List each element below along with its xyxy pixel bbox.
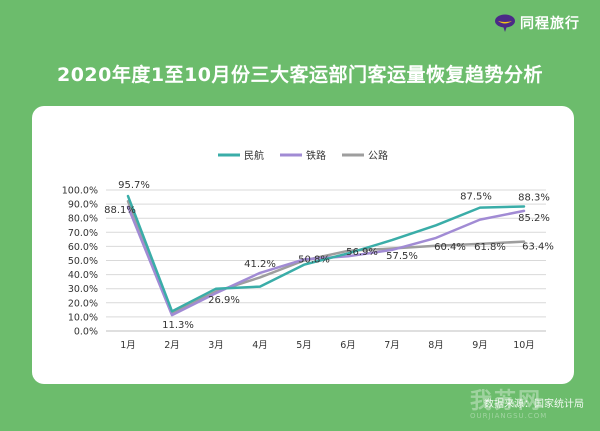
chart-card: 0.0% 10.0% 20.0% 30.0% 40.0% 50.0% 60.0% 70.0% 8… bbox=[32, 106, 574, 384]
y-tick-label: 70.0% bbox=[68, 228, 98, 239]
data-label: 61.8% bbox=[474, 242, 506, 253]
x-tick-label: 6月 bbox=[340, 340, 356, 351]
watermark-sub: OURJIANGSU.COM bbox=[470, 412, 548, 420]
y-tick-label: 40.0% bbox=[68, 270, 98, 281]
data-label: 60.4% bbox=[434, 242, 466, 253]
x-tick-label: 1月 bbox=[120, 340, 136, 351]
y-tick-label: 20.0% bbox=[68, 298, 98, 309]
y-tick-label: 100.0% bbox=[62, 186, 98, 197]
brand-logo-tail bbox=[503, 26, 507, 32]
brand-name: 同程旅行 bbox=[520, 16, 580, 32]
brand-logo-icon bbox=[495, 14, 515, 32]
series-line-3 bbox=[126, 200, 526, 315]
y-tick-label: 0.0% bbox=[74, 327, 98, 338]
x-tick-label: 4月 bbox=[252, 340, 268, 351]
x-tick-label: 8月 bbox=[428, 340, 444, 351]
x-tick-label: 2月 bbox=[164, 340, 180, 351]
data-source: 数据来源：国家统计局 bbox=[484, 399, 584, 410]
series-line-1 bbox=[126, 194, 526, 313]
data-label: 63.4% bbox=[522, 242, 554, 253]
brand-logo: 同程旅行 bbox=[494, 12, 580, 34]
y-tick-label: 80.0% bbox=[68, 214, 98, 225]
x-tick-label: 7月 bbox=[384, 340, 400, 351]
data-label: 87.5% bbox=[460, 192, 492, 203]
data-label: 95.7% bbox=[118, 180, 150, 191]
data-label: 85.2% bbox=[518, 213, 550, 224]
brand-logo-shape bbox=[495, 14, 515, 28]
page-title: 2020年度1至10月份三大客运部门客运量恢复趋势分析 bbox=[56, 64, 544, 86]
data-label: 56.9% bbox=[346, 247, 378, 258]
x-tick-label: 5月 bbox=[296, 340, 312, 351]
legend-label: 公路 bbox=[368, 149, 388, 162]
x-tick-label: 10月 bbox=[513, 340, 535, 351]
brand-logo-accent bbox=[498, 21, 512, 24]
x-tick-label: 3月 bbox=[208, 340, 224, 351]
watermark: 我苏网 bbox=[470, 389, 543, 414]
data-label: 88.3% bbox=[518, 192, 550, 203]
y-tick-label: 50.0% bbox=[68, 256, 98, 267]
y-tick-label: 60.0% bbox=[68, 242, 98, 253]
y-tick-label: 90.0% bbox=[68, 200, 98, 211]
legend-label: 铁路 bbox=[306, 149, 326, 162]
x-tick-label: 9月 bbox=[472, 340, 488, 351]
data-label: 88.1% bbox=[104, 205, 136, 216]
data-label: 41.2% bbox=[244, 259, 276, 270]
y-tick-label: 10.0% bbox=[68, 312, 98, 323]
legend-label: 民航 bbox=[244, 149, 264, 162]
data-label: 50.8% bbox=[298, 254, 330, 265]
y-tick-label: 30.0% bbox=[68, 284, 98, 295]
data-label: 11.3% bbox=[162, 320, 194, 331]
data-label: 26.9% bbox=[208, 295, 240, 306]
data-label: 57.5% bbox=[386, 251, 418, 262]
line-chart: 0.0% 10.0% 20.0% 30.0% 40.0% 50.0% 60.0% 70.0% 8… bbox=[62, 149, 554, 351]
